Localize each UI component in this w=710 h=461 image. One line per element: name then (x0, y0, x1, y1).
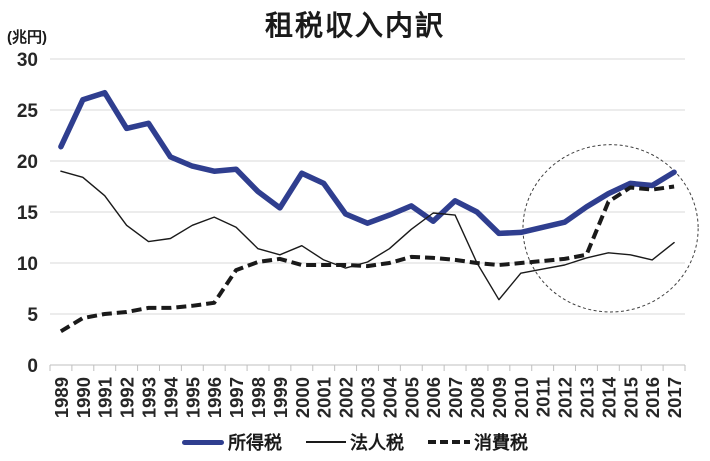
y-axis-label-30: 30 (17, 50, 38, 71)
x-axis-label-2000: 2000 (292, 377, 313, 418)
y-axis-label-15: 15 (17, 203, 39, 224)
legend-label-corporate-tax: 法人税 (350, 433, 404, 453)
y-axis-unit-label: (兆円) (7, 29, 47, 46)
x-axis-label-2005: 2005 (401, 377, 422, 418)
x-axis-label-2011: 2011 (533, 377, 554, 417)
x-axis-label-1995: 1995 (182, 377, 203, 418)
x-axis-label-2001: 2001 (314, 377, 335, 418)
x-axis-label-1989: 1989 (51, 377, 72, 418)
x-axis-label-2008: 2008 (467, 377, 488, 418)
x-axis-label-1996: 1996 (204, 377, 225, 418)
x-axis-label-2017: 2017 (664, 377, 685, 418)
series-corporate-tax-line (60, 170, 675, 301)
x-axis-label-2015: 2015 (620, 377, 641, 418)
legend-item-corporate-tax: 法人税 (306, 429, 404, 455)
x-axis-label-2002: 2002 (336, 377, 357, 418)
y-axis-label-25: 25 (17, 101, 39, 122)
x-axis-label-1993: 1993 (139, 377, 160, 418)
y-axis-label-10: 10 (17, 254, 38, 275)
x-axis-label-2012: 2012 (555, 377, 576, 418)
x-axis-label-1998: 1998 (248, 377, 269, 418)
x-axis-label-2010: 2010 (511, 377, 532, 418)
legend-item-consumption-tax: 消費税 (428, 429, 528, 455)
series-consumption-tax-line (59, 184, 675, 334)
x-axis-label-2014: 2014 (598, 376, 619, 418)
series-income-tax-line (58, 89, 677, 237)
x-axis-label-2006: 2006 (423, 377, 444, 418)
x-axis-label-1994: 1994 (160, 376, 181, 418)
x-axis-label-2007: 2007 (445, 377, 466, 418)
x-axis-label-2004: 2004 (379, 376, 400, 418)
highlight-ellipse-annotation (522, 144, 699, 313)
x-axis-label-2009: 2009 (489, 377, 510, 418)
y-axis-label-20: 20 (17, 152, 38, 173)
chart-legend: 所得税 法人税 消費税 (0, 427, 710, 457)
x-axis-label-1990: 1990 (73, 377, 94, 418)
x-axis-label-1997: 1997 (226, 377, 247, 418)
y-axis-label-5: 5 (27, 305, 38, 326)
x-axis-label-1992: 1992 (117, 377, 138, 418)
corporate-tax-line-swatch (306, 441, 346, 443)
y-axis-label-0: 0 (27, 356, 38, 377)
x-axis-label-1991: 1991 (95, 377, 116, 418)
x-axis-label-2013: 2013 (576, 377, 597, 418)
consumption-tax-line-swatch (428, 440, 470, 444)
x-axis-label-2016: 2016 (642, 377, 663, 418)
legend-label-income-tax: 所得税 (228, 433, 282, 453)
income-tax-line-swatch (182, 439, 224, 445)
legend-label-consumption-tax: 消費税 (474, 433, 528, 453)
x-axis-label-2003: 2003 (358, 377, 379, 418)
legend-item-income-tax: 所得税 (182, 429, 282, 455)
chart-title: 租税収入内訳 (264, 10, 445, 41)
x-axis-label-1999: 1999 (270, 377, 291, 418)
